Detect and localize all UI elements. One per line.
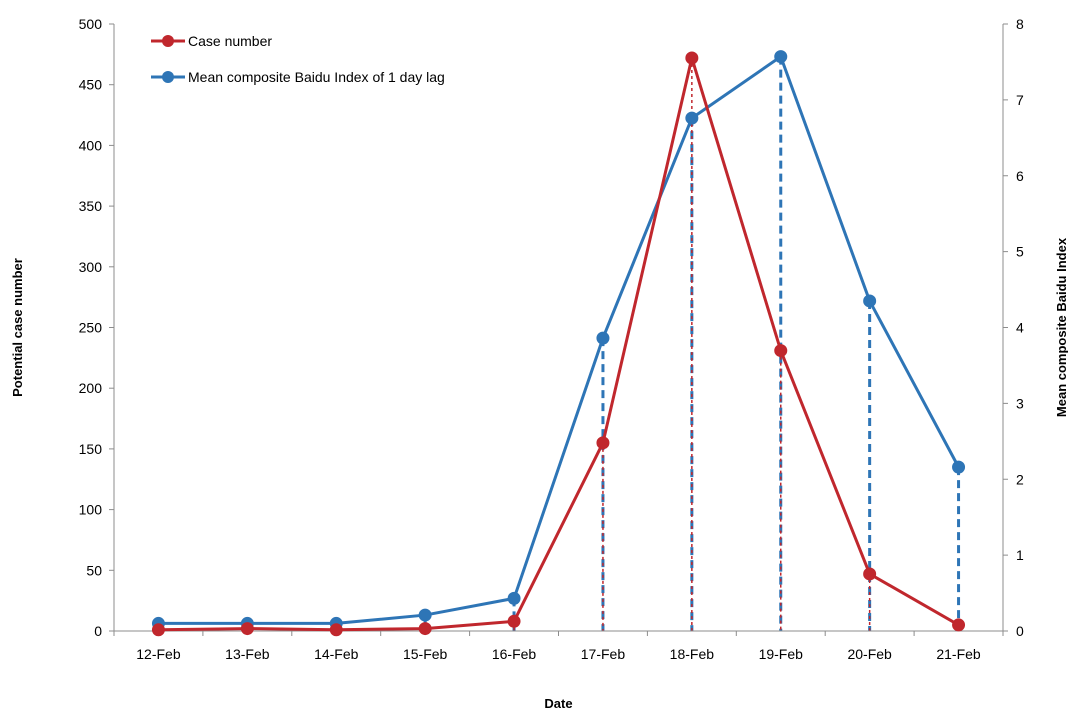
y-tick-label: 150 <box>79 441 103 457</box>
x-tick-label: 18-Feb <box>670 646 715 662</box>
y-tick-label: 350 <box>79 198 103 214</box>
series-line-case-number <box>158 56 960 632</box>
data-point-baidu-index <box>418 608 432 622</box>
data-point-case-number <box>329 623 343 637</box>
y2-tick-label: 4 <box>1016 320 1024 336</box>
x-tick-label: 21-Feb <box>936 646 981 662</box>
x-tick-label: 17-Feb <box>581 646 626 662</box>
series-line-baidu-index <box>158 55 960 625</box>
x-tick-label: 16-Feb <box>492 646 537 662</box>
y-tick-label: 400 <box>79 137 103 153</box>
data-point-case-number <box>596 436 610 450</box>
y2-tick-label: 7 <box>1016 92 1024 108</box>
data-point-baidu-index <box>685 111 699 125</box>
y-tick-label: 500 <box>79 16 103 32</box>
data-point-case-number <box>240 622 254 636</box>
legend-label-case-number: Case number <box>188 33 272 49</box>
axes <box>109 23 1008 636</box>
y-tick-label: 50 <box>86 562 102 578</box>
y-axis-title: Potential case number <box>10 258 25 397</box>
y-tick-label: 250 <box>79 320 103 336</box>
data-point-baidu-index <box>596 331 610 345</box>
legend-label-baidu-index: Mean composite Baidu Index of 1 day lag <box>188 69 445 85</box>
y-tick-label: 200 <box>79 380 103 396</box>
y-tick-label: 100 <box>79 502 103 518</box>
data-point-case-number <box>863 567 877 581</box>
y2-axis-title: Mean composite Baidu Index <box>1054 237 1068 417</box>
y2-tick-label: 0 <box>1016 623 1024 639</box>
tick-labels: 0 50 100 150 200 250 300 350 400 450 500 0 1 2 3 4 5 6 7 8 1… <box>79 16 1024 662</box>
y2-tick-label: 5 <box>1016 244 1024 260</box>
x-tick-label: 19-Feb <box>759 646 804 662</box>
data-point-case-number <box>774 344 788 358</box>
x-tick-label: 15-Feb <box>403 646 448 662</box>
data-point-baidu-index <box>507 591 521 605</box>
data-point-case-number <box>685 51 699 65</box>
x-tick-label: 14-Feb <box>314 646 359 662</box>
y-tick-label: 450 <box>79 77 103 93</box>
x-tick-label: 13-Feb <box>225 646 270 662</box>
x-axis-title: Date <box>544 696 572 711</box>
y2-tick-label: 6 <box>1016 168 1024 184</box>
dashed-drop-lines <box>156 56 961 631</box>
data-point-baidu-index <box>774 50 788 64</box>
data-point-case-number <box>507 614 521 628</box>
data-point-case-number <box>151 623 165 637</box>
y2-tick-label: 3 <box>1016 395 1024 411</box>
data-point-case-number <box>952 618 966 632</box>
y-tick-label: 0 <box>94 623 102 639</box>
data-point-baidu-index <box>952 460 966 474</box>
legend-marker-baidu-index <box>162 71 174 83</box>
y2-tick-label: 8 <box>1016 16 1024 32</box>
x-tick-label: 20-Feb <box>847 646 892 662</box>
data-point-baidu-index <box>863 294 877 308</box>
y-tick-label: 300 <box>79 259 103 275</box>
data-point-case-number <box>418 622 432 636</box>
y2-tick-label: 2 <box>1016 471 1024 487</box>
x-tick-label: 12-Feb <box>136 646 181 662</box>
legend: Case number Mean composite Baidu Index o… <box>151 33 445 85</box>
series <box>151 50 966 637</box>
legend-marker-case-number <box>162 35 174 47</box>
y2-tick-label: 1 <box>1016 547 1024 563</box>
